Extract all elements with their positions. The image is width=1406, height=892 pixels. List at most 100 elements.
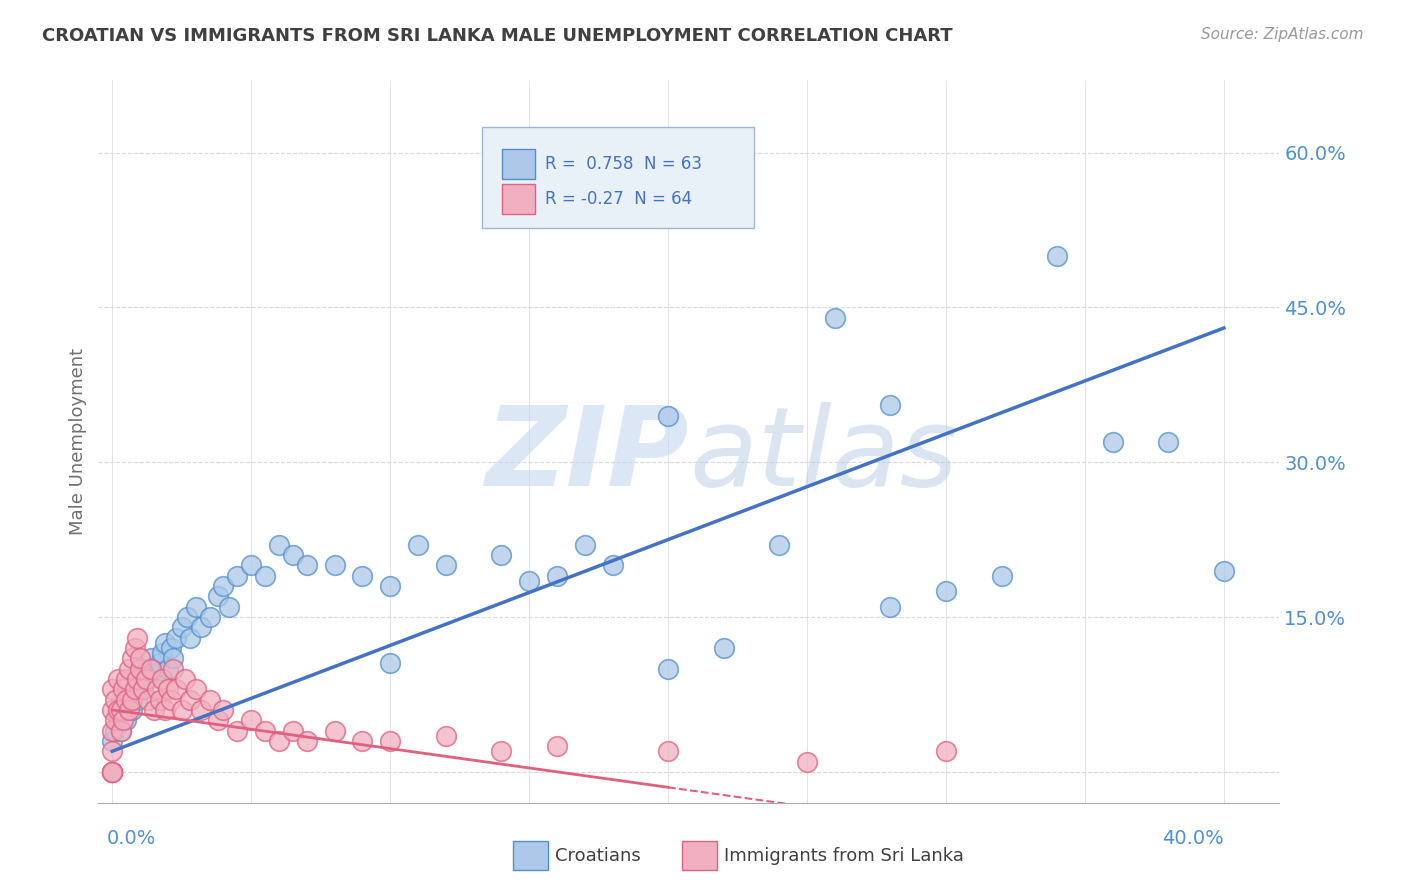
Point <box>129 662 152 676</box>
FancyBboxPatch shape <box>502 184 536 214</box>
Point <box>176 610 198 624</box>
Point <box>148 692 170 706</box>
Point <box>156 662 179 676</box>
Point <box>170 620 193 634</box>
Point <box>254 568 277 582</box>
Point <box>115 672 138 686</box>
Text: ZIP: ZIP <box>485 402 689 509</box>
Point <box>935 584 957 599</box>
Point <box>150 646 173 660</box>
Point <box>990 568 1012 582</box>
Text: Croatians: Croatians <box>555 847 641 865</box>
Point <box>657 744 679 758</box>
Text: 40.0%: 40.0% <box>1163 829 1223 847</box>
Point <box>150 672 173 686</box>
Point <box>162 651 184 665</box>
Point <box>281 723 304 738</box>
Point <box>143 703 166 717</box>
Point <box>184 682 207 697</box>
Point <box>101 744 124 758</box>
Point <box>129 651 152 665</box>
Point <box>121 651 143 665</box>
Point <box>170 703 193 717</box>
Text: 0.0%: 0.0% <box>107 829 156 847</box>
Point <box>517 574 540 588</box>
Point <box>153 636 176 650</box>
Point <box>104 713 127 727</box>
Point <box>156 682 179 697</box>
Point <box>1101 434 1123 449</box>
Point <box>121 703 143 717</box>
Point <box>118 692 141 706</box>
Point <box>165 631 187 645</box>
Point <box>198 610 221 624</box>
Point <box>112 682 135 697</box>
Point <box>146 666 169 681</box>
Point <box>115 713 138 727</box>
Point <box>267 538 290 552</box>
Point <box>240 558 263 573</box>
Point <box>107 713 129 727</box>
Point <box>796 755 818 769</box>
Point <box>115 692 138 706</box>
Y-axis label: Male Unemployment: Male Unemployment <box>69 348 87 535</box>
Point <box>380 657 402 671</box>
Point <box>179 631 201 645</box>
Point <box>406 538 429 552</box>
Point <box>110 723 132 738</box>
Point <box>159 692 181 706</box>
Point <box>491 548 513 562</box>
Point <box>218 599 240 614</box>
Point <box>323 723 346 738</box>
Point <box>129 672 152 686</box>
Point <box>112 713 135 727</box>
Point <box>101 764 124 779</box>
Point <box>226 568 249 582</box>
Point <box>138 692 160 706</box>
Point <box>104 692 127 706</box>
Point <box>101 703 124 717</box>
Point <box>657 409 679 423</box>
Point <box>879 398 901 412</box>
Point <box>107 672 129 686</box>
Point <box>879 599 901 614</box>
Point <box>110 723 132 738</box>
Point <box>207 713 229 727</box>
Point <box>240 713 263 727</box>
Point <box>101 764 124 779</box>
Text: Immigrants from Sri Lanka: Immigrants from Sri Lanka <box>724 847 965 865</box>
Text: CROATIAN VS IMMIGRANTS FROM SRI LANKA MALE UNEMPLOYMENT CORRELATION CHART: CROATIAN VS IMMIGRANTS FROM SRI LANKA MA… <box>42 27 953 45</box>
Point <box>713 640 735 655</box>
Point <box>574 538 596 552</box>
Point <box>110 703 132 717</box>
Point <box>267 734 290 748</box>
Text: R =  0.758  N = 63: R = 0.758 N = 63 <box>546 155 702 173</box>
Point <box>1212 564 1234 578</box>
Point <box>162 662 184 676</box>
Point <box>124 640 146 655</box>
Point <box>1157 434 1180 449</box>
Point <box>198 692 221 706</box>
Point <box>281 548 304 562</box>
Point <box>434 558 457 573</box>
Point <box>173 672 195 686</box>
Point <box>132 682 155 697</box>
Point <box>935 744 957 758</box>
Point <box>101 682 124 697</box>
Point <box>118 703 141 717</box>
Point <box>602 558 624 573</box>
Point <box>190 620 212 634</box>
Point <box>380 734 402 748</box>
Point <box>138 672 160 686</box>
FancyBboxPatch shape <box>482 128 754 228</box>
Point <box>212 703 235 717</box>
Point <box>295 734 318 748</box>
Point <box>121 692 143 706</box>
Point <box>179 692 201 706</box>
Point <box>295 558 318 573</box>
Point <box>127 672 149 686</box>
Point <box>165 682 187 697</box>
Point <box>124 682 146 697</box>
Point <box>127 692 149 706</box>
Point <box>352 568 374 582</box>
